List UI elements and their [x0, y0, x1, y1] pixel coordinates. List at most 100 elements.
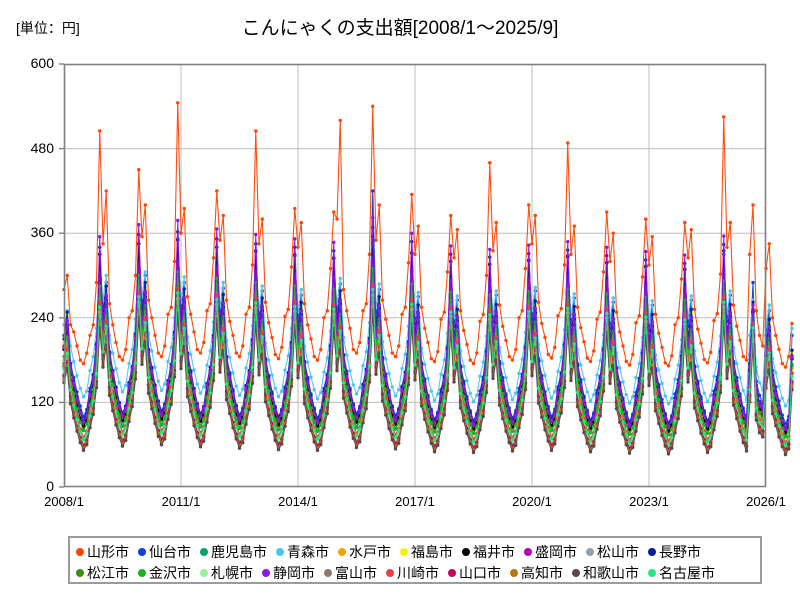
- data-point: [322, 391, 326, 395]
- data-point: [192, 389, 196, 393]
- data-point: [182, 275, 186, 279]
- data-point: [416, 335, 420, 340]
- legend-item-水戸市[interactable]: 水戸市: [338, 545, 391, 559]
- legend-item-盛岡市[interactable]: 盛岡市: [524, 545, 577, 559]
- legend-item-松江市[interactable]: 松江市: [76, 566, 129, 580]
- data-point: [299, 287, 303, 292]
- legend-item-福島市[interactable]: 福島市: [400, 545, 453, 559]
- data-point: [722, 300, 726, 304]
- legend-label: 盛岡市: [535, 543, 577, 560]
- data-point: [549, 437, 554, 441]
- data-point: [309, 396, 313, 400]
- data-point: [361, 309, 365, 313]
- legend-item-富山市[interactable]: 富山市: [324, 566, 377, 580]
- data-point: [783, 435, 788, 439]
- data-point: [608, 367, 612, 371]
- data-point: [231, 412, 235, 417]
- data-point: [462, 419, 466, 423]
- data-point: [254, 296, 258, 300]
- data-point: [549, 428, 554, 432]
- data-point: [715, 360, 719, 364]
- data-point: [88, 403, 92, 407]
- data-point: [605, 306, 609, 311]
- legend-item-金沢市[interactable]: 金沢市: [138, 566, 191, 580]
- data-point: [247, 407, 251, 412]
- data-point: [481, 360, 485, 364]
- data-point: [530, 359, 534, 364]
- data-point: [488, 293, 492, 297]
- legend-item-和歌山市[interactable]: 和歌山市: [572, 566, 639, 580]
- data-point: [241, 344, 245, 348]
- data-point: [267, 358, 271, 362]
- legend-label: 富山市: [335, 564, 377, 581]
- data-point: [757, 420, 762, 424]
- data-point: [455, 315, 459, 319]
- data-point: [159, 421, 164, 426]
- legend-item-山形市[interactable]: 山形市: [76, 545, 129, 559]
- legend-item-静岡市[interactable]: 静岡市: [262, 566, 315, 580]
- data-point: [270, 394, 274, 398]
- data-point: [371, 189, 375, 193]
- data-point: [283, 388, 287, 393]
- data-point: [364, 392, 368, 397]
- data-point: [475, 445, 479, 449]
- data-point: [712, 416, 716, 420]
- legend-marker-icon: [76, 568, 84, 577]
- data-point: [221, 326, 225, 331]
- data-point: [481, 414, 485, 419]
- data-point: [452, 256, 456, 260]
- data-point: [150, 380, 154, 385]
- data-point: [627, 432, 632, 436]
- legend-item-長野市[interactable]: 長野市: [648, 545, 701, 559]
- y-axis-tick-label: 0: [46, 478, 54, 494]
- data-point: [475, 393, 479, 398]
- data-point: [189, 352, 193, 357]
- legend-item-福井市[interactable]: 福井市: [462, 545, 515, 559]
- legend-item-仙台市[interactable]: 仙台市: [138, 545, 191, 559]
- data-point: [712, 374, 716, 379]
- data-point: [348, 401, 352, 405]
- legend-item-青森市[interactable]: 青森市: [276, 545, 329, 559]
- data-point: [319, 412, 323, 417]
- legend-item-鹿児島市[interactable]: 鹿児島市: [200, 545, 267, 559]
- data-point: [111, 395, 115, 399]
- legend-item-川崎市[interactable]: 川崎市: [386, 566, 439, 580]
- data-point: [783, 452, 788, 457]
- data-point: [611, 316, 615, 321]
- data-point: [559, 374, 563, 379]
- data-point: [208, 368, 212, 372]
- data-point: [397, 441, 401, 445]
- data-point: [75, 344, 79, 348]
- data-point: [319, 347, 323, 352]
- data-point: [338, 289, 342, 293]
- data-point: [374, 372, 378, 376]
- legend-item-高知市[interactable]: 高知市: [510, 566, 563, 580]
- data-point: [696, 327, 700, 331]
- data-point: [377, 282, 381, 286]
- data-point: [569, 252, 573, 257]
- data-point: [741, 410, 745, 414]
- data-point: [566, 306, 570, 311]
- data-point: [351, 436, 355, 441]
- data-point: [221, 292, 225, 297]
- legend-item-名古屋市[interactable]: 名古屋市: [648, 566, 715, 580]
- data-point: [475, 351, 479, 355]
- legend-item-松山市[interactable]: 松山市: [586, 545, 639, 559]
- legend-item-山口市[interactable]: 山口市: [448, 566, 501, 580]
- data-point: [751, 280, 755, 285]
- data-point: [657, 397, 661, 402]
- data-point: [592, 444, 596, 448]
- data-point: [699, 399, 703, 404]
- data-point: [221, 301, 225, 305]
- data-point: [676, 316, 680, 320]
- data-point: [312, 410, 316, 414]
- data-point: [436, 414, 440, 418]
- data-point: [81, 361, 86, 366]
- data-point: [270, 335, 274, 340]
- data-point: [390, 385, 394, 389]
- data-point: [683, 313, 687, 317]
- data-point: [403, 372, 407, 376]
- data-point: [354, 424, 359, 429]
- legend-item-札幌市[interactable]: 札幌市: [200, 566, 253, 580]
- series-山形市[interactable]: [62, 101, 794, 369]
